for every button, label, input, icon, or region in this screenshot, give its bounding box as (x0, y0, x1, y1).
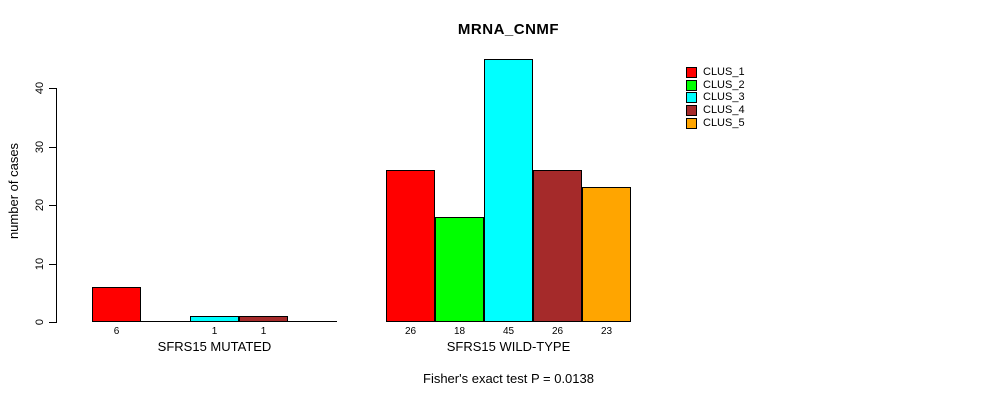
y-axis-tick-label: 10 (34, 257, 46, 271)
y-axis-tick-label: 30 (34, 140, 46, 154)
bar-value-label: 1 (260, 326, 267, 337)
y-axis-tick (49, 147, 56, 148)
group-label-mutated: SFRS15 MUTATED (157, 339, 272, 354)
legend-label-clus_1: CLUS_1 (703, 66, 745, 78)
bar-clus_2-wildtype (435, 217, 484, 322)
legend-swatch-clus_2 (686, 80, 697, 91)
bar-clus_4-wildtype (533, 170, 582, 322)
bar-value-label: 18 (453, 326, 466, 337)
legend-label-clus_2: CLUS_2 (703, 79, 745, 91)
bar-value-label: 26 (404, 326, 417, 337)
legend-label-clus_3: CLUS_3 (703, 91, 745, 103)
bar-clus_3-wildtype (484, 59, 533, 322)
bar-value-label: 1 (211, 326, 218, 337)
fisher-test-annotation: Fisher's exact test P = 0.0138 (423, 371, 594, 386)
y-axis-tick (49, 205, 56, 206)
y-axis-tick-label: 20 (34, 198, 46, 212)
group-label-wildtype: SFRS15 WILD-TYPE (446, 339, 571, 354)
bar-value-label: 26 (551, 326, 564, 337)
y-axis-tick (49, 88, 56, 89)
legend-label-clus_5: CLUS_5 (703, 117, 745, 129)
y-axis-tick-label: 0 (34, 318, 46, 326)
bar-value-label: 6 (113, 326, 120, 337)
y-axis-tick (49, 264, 56, 265)
bar-value-label: 45 (502, 326, 515, 337)
legend-swatch-clus_4 (686, 105, 697, 116)
bar-clus_3-mutated (190, 316, 239, 322)
legend-swatch-clus_5 (686, 118, 697, 129)
bar-value-label: 23 (600, 326, 613, 337)
zero-bar-clus_5 (288, 321, 337, 322)
legend-swatch-clus_1 (686, 67, 697, 78)
bar-clus_5-wildtype (582, 187, 631, 322)
y-axis-tick-label: 40 (34, 81, 46, 95)
bar-clus_1-mutated (92, 287, 141, 322)
bar-clus_4-mutated (239, 316, 288, 322)
chart-title: MRNA_CNMF (457, 21, 560, 38)
y-axis-tick (49, 322, 56, 323)
zero-bar-clus_2 (141, 321, 190, 322)
bar-clus_1-wildtype (386, 170, 435, 322)
legend-swatch-clus_3 (686, 92, 697, 103)
legend-label-clus_4: CLUS_4 (703, 104, 745, 116)
y-axis-line (56, 88, 57, 323)
